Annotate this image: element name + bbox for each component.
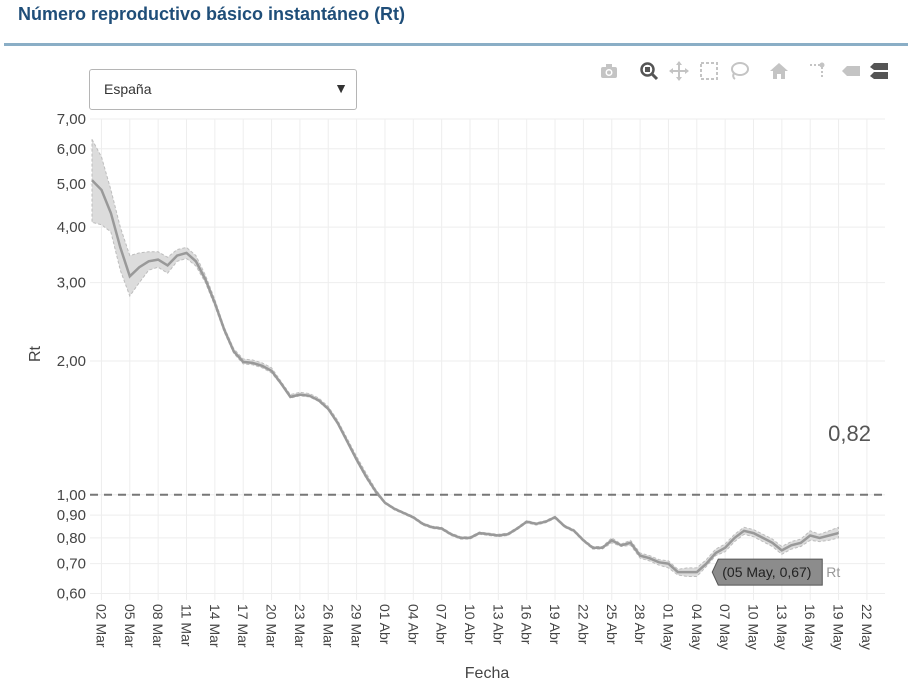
x-tick-label: 10 Abr [462,604,478,645]
spike-lines-icon[interactable] [806,60,828,82]
x-tick-label: 22 May [859,604,875,650]
region-select-value: España [104,81,152,97]
x-tick-label: 16 Abr [519,604,535,645]
x-tick-label: 19 Abr [547,604,563,645]
hover-compare-icon[interactable] [868,60,890,82]
x-tick-label: 08 Mar [150,604,166,648]
tooltip-box [711,558,823,586]
x-tick-label: 28 Abr [632,604,648,645]
x-tick-label: 11 Mar [179,604,195,647]
home-icon[interactable] [768,60,790,82]
lasso-select-icon[interactable] [728,60,750,82]
y-tick-label: 5,00 [57,176,86,193]
x-tick-label: 13 May [774,604,790,650]
rt-series-line [91,179,839,574]
x-tick-label: 07 Abr [434,604,450,645]
dropdown-arrow-icon[interactable]: ▼ [334,80,348,96]
y-tick-label: 6,00 [57,141,86,158]
pan-icon[interactable] [668,60,690,82]
hover-tooltip: (05 May, 0,67) Rt [711,558,840,586]
y-axis-ticks: 0,60 0,70 0,80 0,90 1,00 2,00 3,00 4,00 5,00 6,00… [57,111,86,602]
title-divider [4,43,908,46]
y-tick-label: 7,00 [57,111,86,128]
x-tick-label: 16 May [802,604,818,650]
x-tick-label: 19 May [831,604,847,650]
x-tick-label: 17 Mar [235,604,251,648]
y-tick-label: 1,00 [57,487,86,504]
camera-icon[interactable] [598,60,620,82]
x-tick-label: 23 Mar [292,604,308,648]
x-tick-label: 13 Abr [490,604,506,645]
x-tick-label: 22 Abr [575,604,591,645]
last-value-annotation: 0,82 [828,421,871,446]
tooltip-series-label: Rt [826,564,840,580]
x-tick-label: 07 May [717,604,733,650]
x-tick-label: 14 Mar [207,604,223,648]
zoom-icon[interactable] [638,60,660,82]
region-select[interactable]: España ▼ [89,69,357,110]
x-tick-label: 01 Abr [377,604,393,645]
x-tick-label: 10 May [746,604,762,650]
y-tick-label: 0,60 [57,585,86,602]
x-tick-label: 20 Mar [264,604,280,648]
y-tick-label: 2,00 [57,353,86,370]
y-tick-label: 0,70 [57,556,86,573]
x-tick-label: 26 Mar [320,604,336,648]
x-tick-label: 04 May [689,604,705,650]
y-tick-label: 3,00 [57,275,86,292]
box-select-icon[interactable] [698,60,720,82]
tooltip-text: (05 May, 0,67) [722,564,811,580]
y-tick-label: 4,00 [57,219,86,236]
page-title: Número reproductivo básico instantáneo (… [18,4,406,24]
x-tick-label: 05 Mar [122,604,138,648]
hover-closest-icon[interactable] [840,60,862,82]
x-tick-label: 01 May [660,604,676,650]
y-axis-title: Rt [27,345,44,362]
y-tick-label: 0,90 [57,507,86,524]
x-tick-label: 29 Mar [349,604,365,648]
x-axis-ticks: 02 Mar 05 Mar 08 Mar 11 Mar 14 Mar 17 Mar 20 M… [93,604,874,650]
chart-grid [90,118,885,600]
confidence-band [91,139,839,577]
x-tick-label: 25 Abr [604,604,620,645]
x-tick-label: 02 Mar [93,604,109,648]
y-tick-label: 0,80 [57,530,86,547]
x-axis-title: Fecha [465,665,510,682]
x-tick-label: 04 Abr [405,604,421,645]
